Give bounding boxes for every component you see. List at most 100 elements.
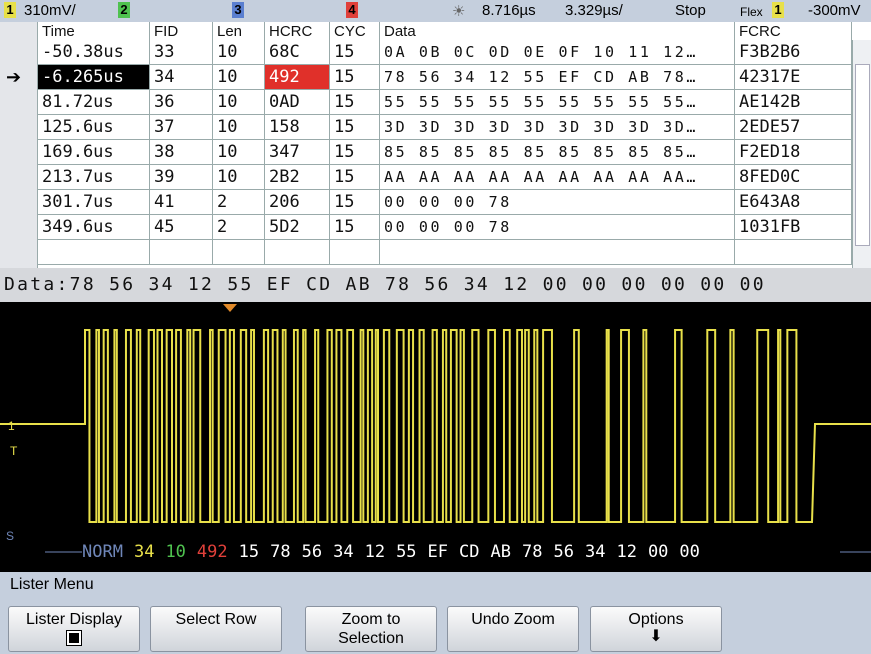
table-cell[interactable]: 0AD — [265, 90, 330, 115]
decode-label: NORM — [82, 542, 123, 562]
table-cell[interactable]: 15 — [330, 115, 380, 140]
softkey[interactable]: Select Row — [150, 606, 282, 652]
table-cell[interactable]: 78 56 34 12 55 EF CD AB 78… — [380, 65, 735, 90]
table-cell[interactable]: 41 — [150, 190, 213, 215]
table-cell[interactable]: -50.38us — [38, 40, 150, 65]
decode-label: 56 — [301, 542, 323, 562]
channel-badge: 1 — [772, 2, 784, 18]
table-cell[interactable]: F2ED18 — [735, 140, 852, 165]
table-cell[interactable]: 492 — [265, 65, 330, 90]
table-cell[interactable]: 15 — [330, 190, 380, 215]
channel-scale: 310mV/ — [24, 2, 76, 19]
waveform-bg — [0, 302, 871, 572]
table-cell[interactable]: 2 — [213, 190, 265, 215]
channel-badge: 3 — [232, 2, 244, 18]
table-cell — [380, 240, 735, 265]
table-cell[interactable]: 15 — [330, 40, 380, 65]
table-cell[interactable]: E643A8 — [735, 190, 852, 215]
ch1-marker: 1 — [8, 419, 15, 433]
softkey[interactable]: Zoom to Selection — [305, 606, 437, 652]
table-cell[interactable]: AE142B — [735, 90, 852, 115]
table-cell[interactable]: 3D 3D 3D 3D 3D 3D 3D 3D 3D… — [380, 115, 735, 140]
table-cell[interactable]: 301.7us — [38, 190, 150, 215]
column-header: HCRC — [265, 22, 330, 42]
table-cell[interactable]: 38 — [150, 140, 213, 165]
table-cell[interactable]: 2B2 — [265, 165, 330, 190]
table-cell[interactable]: 00 00 00 78 — [380, 190, 735, 215]
table-cell — [38, 240, 150, 265]
table-cell[interactable]: 10 — [213, 165, 265, 190]
table-cell[interactable]: 34 — [150, 65, 213, 90]
decode-label: 34 — [584, 542, 606, 562]
column-header: CYC — [330, 22, 380, 42]
run-state: Stop — [675, 2, 706, 19]
channel-badge: 4 — [346, 2, 358, 18]
table-cell[interactable]: 15 — [330, 65, 380, 90]
table-cell[interactable]: 45 — [150, 215, 213, 240]
column-header: Time — [38, 22, 150, 42]
table-cell[interactable]: 33 — [150, 40, 213, 65]
softkey-label: Options — [628, 611, 684, 628]
table-cell[interactable]: 42317E — [735, 65, 852, 90]
table-cell[interactable]: 2EDE57 — [735, 115, 852, 140]
table-cell[interactable]: 00 00 00 78 — [380, 215, 735, 240]
table-cell[interactable]: 8FED0C — [735, 165, 852, 190]
decode-label: 492 — [196, 542, 228, 562]
arrow-column — [0, 22, 38, 268]
table-cell[interactable]: 10 — [213, 65, 265, 90]
data-line: Data:78 56 34 12 55 EF CD AB 78 56 34 12… — [0, 268, 871, 302]
softkey-label: Select Row — [175, 611, 257, 628]
table-cell[interactable]: 15 — [330, 215, 380, 240]
table-cell[interactable]: 10 — [213, 140, 265, 165]
table-cell[interactable]: 37 — [150, 115, 213, 140]
table-cell[interactable]: 10 — [213, 115, 265, 140]
table-cell[interactable]: F3B2B6 — [735, 40, 852, 65]
table-cell[interactable]: 36 — [150, 90, 213, 115]
table-cell[interactable]: 347 — [265, 140, 330, 165]
decode-label: EF — [427, 542, 449, 562]
table-cell[interactable]: 169.6us — [38, 140, 150, 165]
table-cell[interactable]: -6.265us — [38, 65, 150, 90]
table-cell[interactable]: AA AA AA AA AA AA AA AA AA… — [380, 165, 735, 190]
table-cell[interactable]: 68C — [265, 40, 330, 65]
table-cell[interactable]: 55 55 55 55 55 55 55 55 55… — [380, 90, 735, 115]
lister-table: Time FID Len HCRC CYC Data FCRC -50.38us 33 10 68C… — [0, 22, 871, 268]
table-cell[interactable]: 0A 0B 0C 0D 0E 0F 10 11 12… — [380, 40, 735, 65]
table-cell[interactable]: 5D2 — [265, 215, 330, 240]
table-cell[interactable]: 125.6us — [38, 115, 150, 140]
table-cell[interactable]: 10 — [213, 40, 265, 65]
table-cell[interactable]: 15 — [330, 90, 380, 115]
table-cell[interactable]: 158 — [265, 115, 330, 140]
softkey[interactable]: Lister Display — [8, 606, 140, 652]
table-cell[interactable]: 206 — [265, 190, 330, 215]
table-cell[interactable]: 85 85 85 85 85 85 85 85 85… — [380, 140, 735, 165]
waveform-display: 1 T S — [0, 302, 871, 572]
table-cell[interactable]: 213.7us — [38, 165, 150, 190]
decode-label: 56 — [553, 542, 574, 562]
menu-title: Lister Menu — [10, 576, 94, 593]
table-cell[interactable]: 1031FB — [735, 215, 852, 240]
column-header: FID — [150, 22, 213, 42]
table-cell[interactable]: 2 — [213, 215, 265, 240]
table-cell[interactable]: 15 — [330, 140, 380, 165]
trigger-source: Flex — [740, 5, 763, 19]
table-cell[interactable]: 39 — [150, 165, 213, 190]
decode-label: CD — [459, 542, 480, 562]
table-cell[interactable]: 349.6us — [38, 215, 150, 240]
decode-label: 34 — [133, 542, 155, 562]
table-cell — [735, 240, 852, 265]
decode-label: 00 — [647, 542, 669, 562]
decode-label: 12 — [616, 542, 637, 562]
table-cell[interactable]: 15 — [330, 165, 380, 190]
down-arrow: ⬇ — [649, 628, 663, 645]
softkey[interactable]: Options ⬇ — [590, 606, 722, 652]
decode-label: AB — [490, 542, 511, 562]
softkey-label: Undo Zoom — [471, 611, 555, 628]
softkey[interactable]: Undo Zoom — [447, 606, 579, 652]
decode-label: 12 — [364, 542, 386, 562]
scroll-thumb — [855, 64, 870, 246]
table-cell[interactable]: 10 — [213, 90, 265, 115]
column-header: Data — [380, 22, 735, 42]
table-cell[interactable]: 81.72us — [38, 90, 150, 115]
